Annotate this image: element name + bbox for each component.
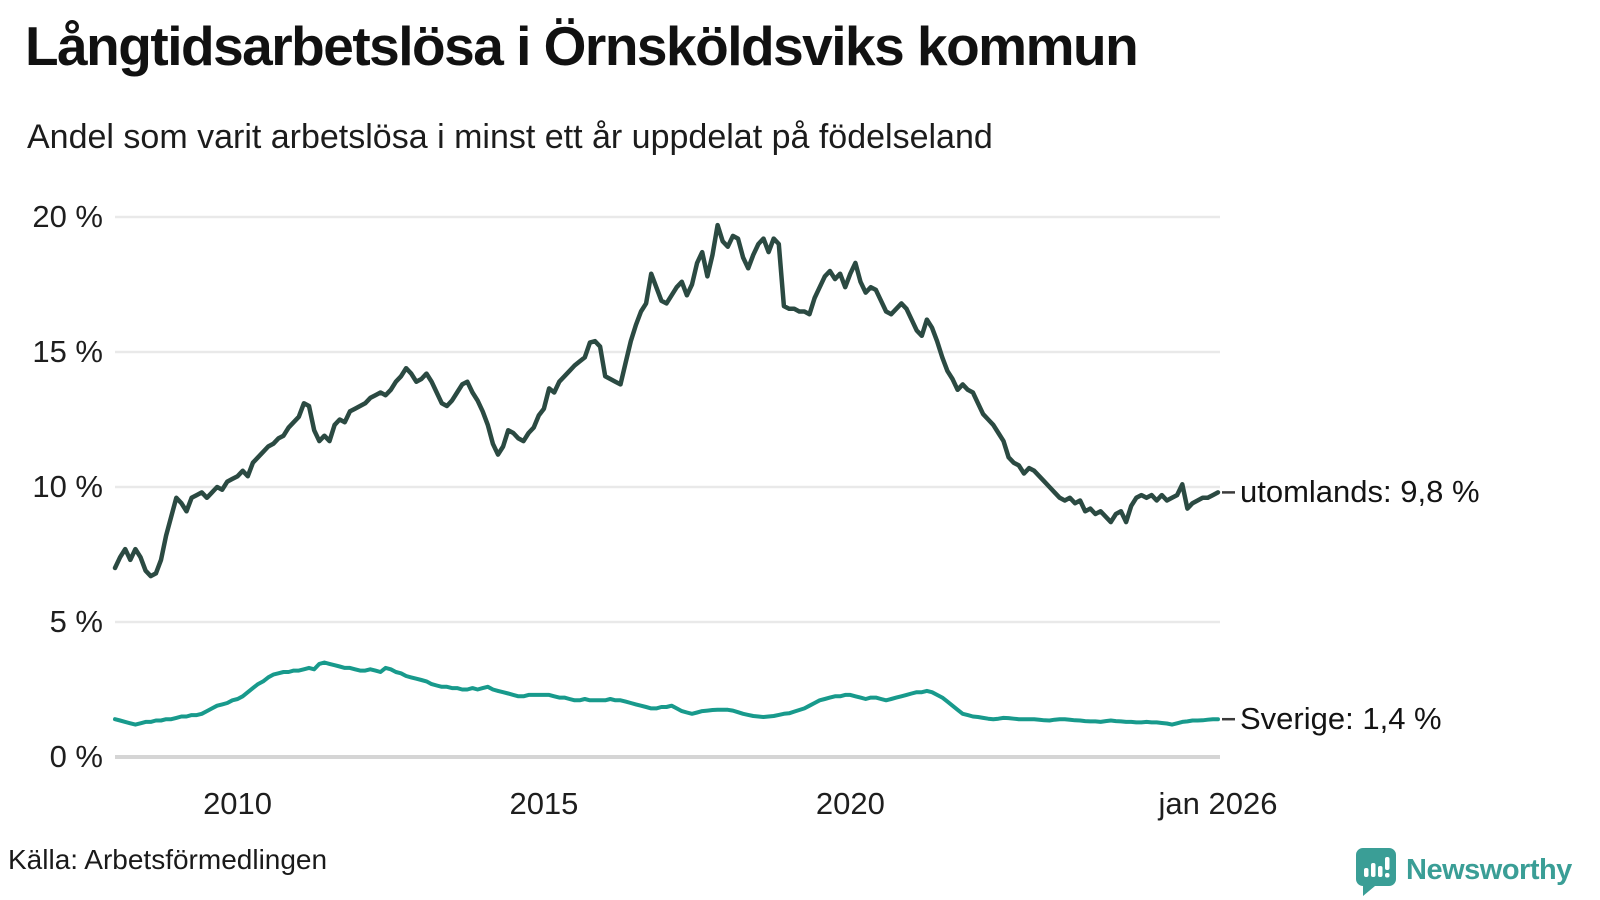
y-axis-label-10: 10 %	[32, 469, 103, 504]
x-axis-label-2010: 2010	[203, 786, 273, 821]
utomlands-series-label: utomlands: 9,8 %	[1240, 474, 1480, 510]
newsworthy-bubble-icon	[1356, 848, 1396, 896]
newsworthy-logo: Newsworthy	[1356, 848, 1572, 896]
x-axis-label-2020: 2020	[815, 786, 885, 821]
x-axis-label-jan-2026: jan 2026	[1158, 786, 1278, 821]
y-axis-label-0: 0 %	[49, 739, 103, 774]
y-axis-label-5: 5 %	[49, 604, 103, 639]
y-axis-label-20: 20 %	[32, 199, 103, 234]
sverige-series-label: Sverige: 1,4 %	[1240, 701, 1442, 737]
source-note: Källa: Arbetsförmedlingen	[8, 844, 328, 875]
newsworthy-wordmark: Newsworthy	[1406, 854, 1572, 886]
utomlands-line	[112, 222, 1221, 579]
chart-title: Långtidsarbetslösa i Örnsköldsviks kommu…	[25, 15, 1139, 77]
sverige-line	[113, 660, 1220, 727]
gridlines	[115, 215, 1220, 759]
x-axis-label-2015: 2015	[509, 786, 579, 821]
y-axis-label-15: 15 %	[32, 334, 103, 369]
chart-subtitle: Andel som varit arbetslösa i minst ett å…	[27, 118, 993, 156]
